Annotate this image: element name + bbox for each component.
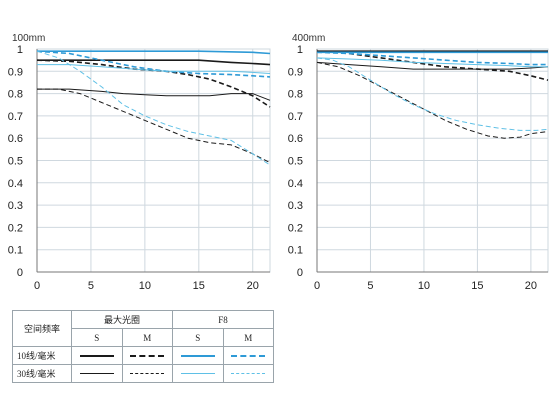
legend-row-30: 30线/毫米: [12, 364, 274, 383]
legend-group-max-aperture: 最大光圈: [71, 310, 173, 329]
chart-0-series-open-30-s: [37, 88, 271, 101]
legend-row-30-label: 30线/毫米: [12, 364, 72, 383]
chart-0-series-f8-30-m: [36, 50, 271, 166]
chart-0-series-f8-10-m: [36, 50, 271, 78]
chart-0-x-tick-label: 15: [193, 280, 205, 292]
legend-sample-f8-10-s: [172, 346, 224, 365]
legend-sub-s-open: S: [71, 328, 123, 347]
chart-1-y-tick-label: 0.4: [288, 178, 303, 190]
legend-sample-open-10-s: [71, 346, 123, 365]
chart-1-series-open-30-s: [316, 61, 549, 70]
chart-0-x-tick-label: 0: [34, 280, 40, 292]
chart-0-y-tick-label: 0.3: [8, 200, 23, 212]
legend-sample-f8-30-s: [172, 364, 224, 383]
chart-0-y-tick-label: 0.1: [8, 245, 23, 257]
chart-0-y-tick-label: 0.6: [8, 133, 23, 145]
legend-sample-open-30-s: [71, 364, 123, 383]
chart-0-y-tick-label: 1: [17, 44, 23, 56]
legend-row-10: 10线/毫米: [12, 346, 274, 365]
chart-0-x-tick-label: 5: [88, 280, 94, 292]
chart-1-y-tick-label: 0.2: [288, 222, 303, 234]
chart-0-y-tick-label: 0.5: [8, 156, 23, 168]
chart-1-x-tick-label: 0: [314, 280, 320, 292]
chart-0-title: 100mm: [12, 33, 45, 44]
chart-1-x-tick-label: 20: [525, 280, 537, 292]
chart-1-series-f8-30-s: [316, 57, 548, 68]
legend-row-10-label: 10线/毫米: [12, 346, 72, 365]
chart-0-series-f8-30-s: [37, 64, 271, 74]
chart-1-y-tick-label: 0.6: [288, 133, 303, 145]
chart-1-y-tick-label: 0.8: [288, 89, 303, 101]
chart-1-x-tick-label: 5: [367, 280, 373, 292]
chart-0-y-tick-label: 0.2: [8, 222, 23, 234]
chart-0-y-tick-label: 0.7: [8, 111, 23, 123]
chart-1-y-tick-label: 0.5: [288, 156, 303, 168]
chart-1-y-tick-label: 0: [297, 267, 303, 279]
legend-group-f8: F8: [172, 310, 274, 329]
chart-1-x-tick-label: 15: [471, 280, 483, 292]
chart-1-y-tick-label: 0.1: [288, 245, 303, 257]
chart-1-y-tick-label: 0.7: [288, 111, 303, 123]
legend-sample-f8-30-m: [222, 364, 274, 383]
legend-sample-open-30-m: [121, 364, 173, 383]
chart-0-y-tick-label: 0: [17, 267, 23, 279]
legend-sub-m-f8: M: [222, 328, 274, 347]
chart-1-y-tick-label: 0.9: [288, 66, 303, 78]
chart-1-series-open-30-m: [316, 61, 549, 139]
chart-1-title: 400mm: [292, 33, 325, 44]
legend-header-row: 空间频率 最大光圈 F8: [12, 310, 274, 347]
legend-spatial-frequency-label: 空间频率: [12, 310, 72, 347]
chart-0-y-tick-label: 0.8: [8, 89, 23, 101]
chart-0-series-open-10-m: [36, 59, 271, 108]
chart-1-y-tick-label: 1: [297, 44, 303, 56]
chart-0-y-tick-label: 0.9: [8, 66, 23, 78]
chart-1-x-tick-label: 10: [418, 280, 430, 292]
chart-0-x-tick-label: 20: [247, 280, 259, 292]
legend-sample-f8-10-m: [222, 346, 274, 365]
legend-sub-s-f8: S: [172, 328, 224, 347]
legend-table: 空间频率 最大光圈 F8 S M S M 10线/毫米 30线/毫米: [12, 310, 274, 383]
chart-0-series-f8-10-s: [37, 50, 271, 55]
chart-0-series-open-10-s: [37, 59, 271, 66]
chart-1-y-tick-label: 0.3: [288, 200, 303, 212]
legend-sample-open-10-m: [121, 346, 173, 365]
chart-0-series-open-30-m: [37, 88, 271, 164]
chart-0-y-tick-label: 0.4: [8, 178, 23, 190]
chart-0-x-tick-label: 10: [139, 280, 151, 292]
chart-1-series-f8-30-m: [316, 57, 549, 131]
legend-sub-m-open: M: [121, 328, 173, 347]
chart-1-series-f8-10-m: [316, 51, 548, 66]
